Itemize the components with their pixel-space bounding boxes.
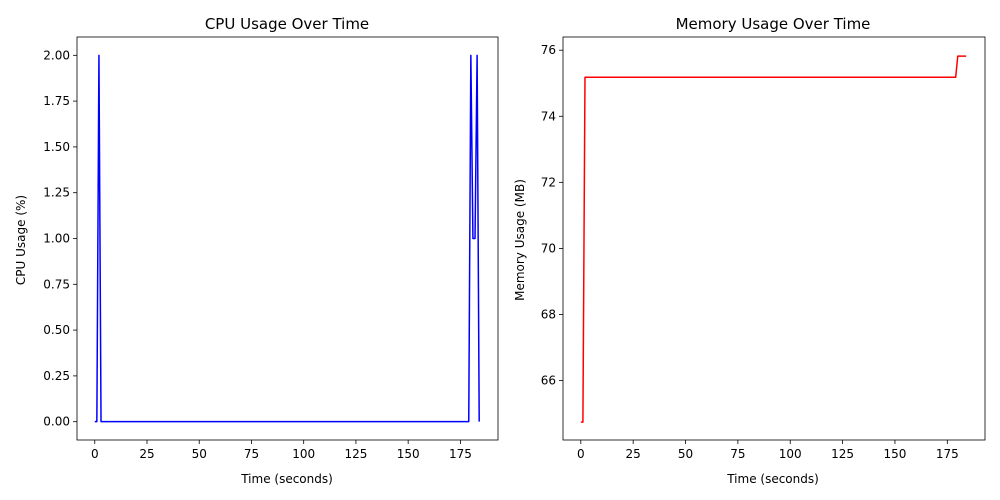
y-tick-label: 76 [541,43,556,57]
x-tick-label: 50 [678,447,693,461]
x-tick-label: 125 [344,447,367,461]
y-tick-label: 0.75 [43,277,70,291]
x-tick-label: 150 [397,447,420,461]
series-line [580,55,967,423]
y-tick-label: 68 [541,307,556,321]
y-tick-label: 66 [541,374,556,388]
y-tick-label: 74 [541,109,556,123]
y-tick-label: 2.00 [43,48,70,62]
x-tick-label: 0 [577,447,585,461]
memory-line-series [580,55,967,423]
x-tick-label: 100 [292,447,315,461]
x-tick-label: 0 [91,447,99,461]
x-tick-label: 175 [449,447,472,461]
cpu-usage-chart: CPU Usage Over Time Time (seconds) CPU U… [14,15,499,486]
memory-usage-chart: Memory Usage Over Time Time (seconds) Me… [513,15,986,486]
x-axis-label: Time (seconds) [726,472,819,486]
y-tick-label: 70 [541,241,556,255]
plot-frame [562,36,986,441]
axes: 0 25 50 75 100 125 150 175 66 68 70 72 74 76 [541,36,986,461]
y-tick-label: 1.00 [43,232,70,246]
series-line [94,54,480,423]
x-tick-label: 100 [779,447,802,461]
y-tick-label: 0.00 [43,415,70,429]
x-tick-label: 25 [626,447,641,461]
x-axis-label: Time (seconds) [240,472,333,486]
chart-title: CPU Usage Over Time [205,15,369,33]
x-tick-label: 50 [192,447,207,461]
y-tick-label: 0.25 [43,369,70,383]
x-tick-label: 75 [730,447,745,461]
axes: 0 25 50 75 100 125 150 175 0.00 0.25 0.50 0.75 1.00 1… [43,36,499,461]
y-tick-label: 1.25 [43,186,70,200]
chart-title: Memory Usage Over Time [676,15,871,33]
y-tick-label: 1.50 [43,140,70,154]
x-tick-label: 25 [139,447,154,461]
y-tick-label: 0.50 [43,323,70,337]
x-tick-label: 75 [244,447,259,461]
x-tick-label: 150 [883,447,906,461]
y-axis-label: CPU Usage (%) [14,195,28,285]
x-tick-label: 125 [831,447,854,461]
y-tick-label: 72 [541,175,556,189]
y-axis-label: Memory Usage (MB) [513,179,527,301]
x-tick-label: 175 [936,447,959,461]
y-tick-label: 1.75 [43,94,70,108]
cpu-line-series [94,54,480,423]
